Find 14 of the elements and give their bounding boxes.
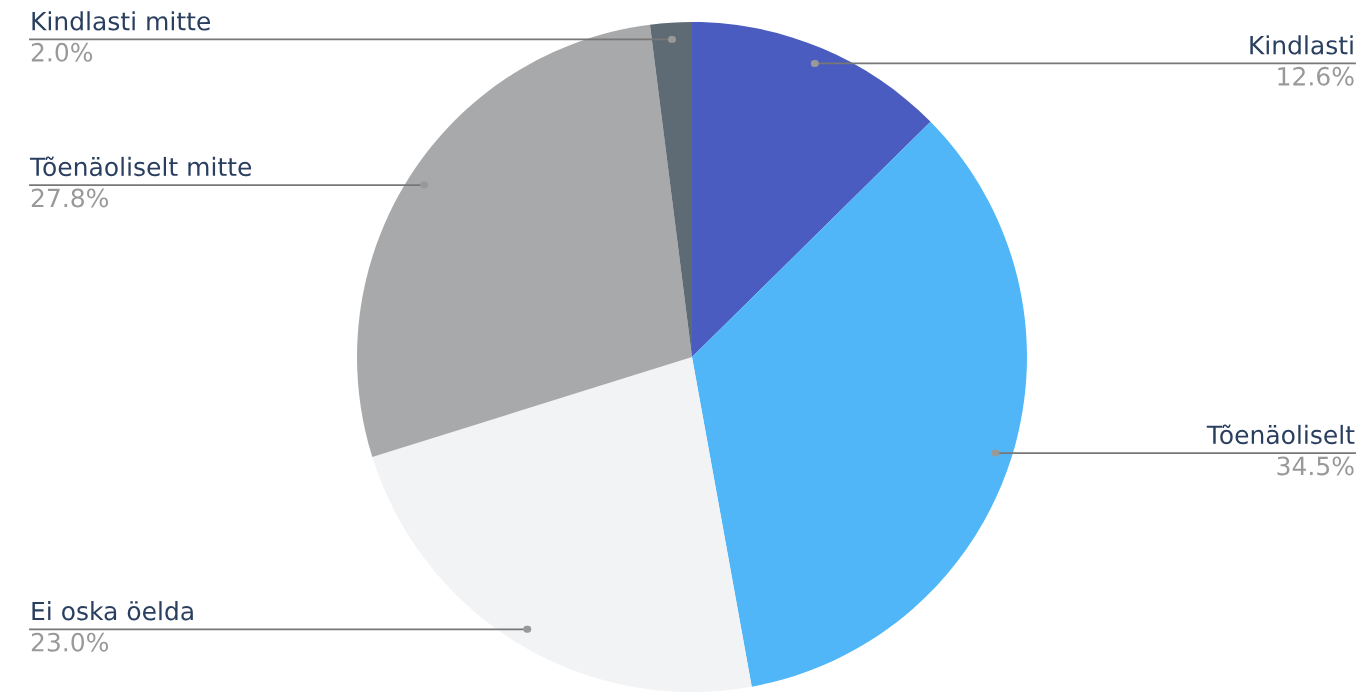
slice-label: Tõenäoliselt (1206, 424, 1355, 445)
data-label: 23.0% (31, 632, 109, 652)
data-label: 12.6% (1278, 66, 1354, 86)
slice-label: Kindlasti mitte (32, 11, 210, 31)
slice-label: Ei oska öelda (32, 601, 193, 621)
pie-slice (692, 22, 931, 357)
pie-slice (692, 121, 1027, 687)
data-label: 27.8% (31, 188, 109, 208)
pie-slice (372, 357, 752, 692)
pie-slice (357, 24, 692, 458)
slice-label: Kindlasti (1250, 35, 1353, 55)
slice-label: Tõenäoliselt mitte (29, 156, 252, 177)
data-label: 34.5% (1277, 456, 1354, 476)
data-label: 2.0% (31, 42, 93, 62)
